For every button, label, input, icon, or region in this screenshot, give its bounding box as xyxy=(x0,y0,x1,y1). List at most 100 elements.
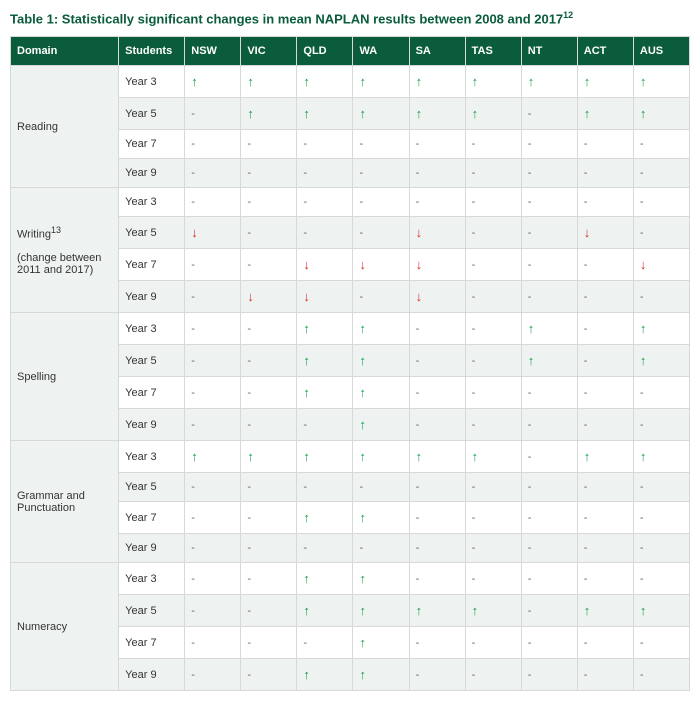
value-cell: - xyxy=(577,563,633,595)
dash-icon: - xyxy=(640,669,644,681)
dash-icon: - xyxy=(416,573,420,585)
dash-icon: - xyxy=(416,669,420,681)
value-cell: - xyxy=(185,281,241,313)
student-cell: Year 5 xyxy=(119,98,185,130)
arrow-up-icon: ↑ xyxy=(584,74,591,89)
dash-icon: - xyxy=(472,167,476,179)
arrow-up-icon: ↑ xyxy=(472,449,479,464)
value-cell: ↑ xyxy=(633,595,689,627)
arrow-down-icon: ↓ xyxy=(584,225,591,240)
arrow-up-icon: ↑ xyxy=(359,385,366,400)
dash-icon: - xyxy=(416,196,420,208)
value-cell: - xyxy=(577,313,633,345)
dash-icon: - xyxy=(584,196,588,208)
dash-icon: - xyxy=(584,542,588,554)
student-cell: Year 3 xyxy=(119,188,185,217)
domain-cell: Spelling xyxy=(11,313,119,441)
value-cell: - xyxy=(409,627,465,659)
value-cell: - xyxy=(465,534,521,563)
dash-icon: - xyxy=(472,196,476,208)
value-cell: ↑ xyxy=(297,377,353,409)
dash-icon: - xyxy=(247,573,251,585)
dash-icon: - xyxy=(247,669,251,681)
value-cell: ↑ xyxy=(577,441,633,473)
arrow-up-icon: ↑ xyxy=(359,417,366,432)
arrow-up-icon: ↑ xyxy=(303,449,310,464)
dash-icon: - xyxy=(247,323,251,335)
value-cell: - xyxy=(521,188,577,217)
dash-icon: - xyxy=(640,573,644,585)
dash-icon: - xyxy=(247,138,251,150)
dash-icon: - xyxy=(528,291,532,303)
arrow-up-icon: ↑ xyxy=(472,106,479,121)
value-cell: - xyxy=(241,563,297,595)
value-cell: - xyxy=(297,534,353,563)
dash-icon: - xyxy=(247,167,251,179)
dash-icon: - xyxy=(416,637,420,649)
arrow-down-icon: ↓ xyxy=(359,257,366,272)
value-cell: - xyxy=(409,377,465,409)
value-cell: ↑ xyxy=(353,377,409,409)
value-cell: - xyxy=(185,188,241,217)
dash-icon: - xyxy=(584,355,588,367)
dash-icon: - xyxy=(416,419,420,431)
student-cell: Year 7 xyxy=(119,249,185,281)
value-cell: ↑ xyxy=(633,313,689,345)
dash-icon: - xyxy=(191,259,195,271)
arrow-up-icon: ↑ xyxy=(359,571,366,586)
value-cell: - xyxy=(185,313,241,345)
title-text: Table 1: Statistically significant chang… xyxy=(10,11,563,26)
dash-icon: - xyxy=(191,355,195,367)
table-title: Table 1: Statistically significant chang… xyxy=(10,10,690,26)
dash-icon: - xyxy=(528,542,532,554)
dash-icon: - xyxy=(528,138,532,150)
value-cell: - xyxy=(633,159,689,188)
value-cell: - xyxy=(409,534,465,563)
student-cell: Year 3 xyxy=(119,441,185,473)
value-cell: - xyxy=(521,130,577,159)
col-vic: VIC xyxy=(241,37,297,66)
domain-cell: Grammar and Punctuation xyxy=(11,441,119,563)
dash-icon: - xyxy=(472,637,476,649)
dash-icon: - xyxy=(416,542,420,554)
dash-icon: - xyxy=(359,291,363,303)
value-cell: - xyxy=(465,377,521,409)
dash-icon: - xyxy=(416,138,420,150)
title-sup: 12 xyxy=(563,10,573,20)
value-cell: - xyxy=(465,159,521,188)
value-cell: - xyxy=(577,345,633,377)
arrow-up-icon: ↑ xyxy=(640,603,647,618)
dash-icon: - xyxy=(416,387,420,399)
header-row: Domain Students NSW VIC QLD WA SA TAS NT… xyxy=(11,37,690,66)
arrow-up-icon: ↑ xyxy=(303,385,310,400)
value-cell: - xyxy=(241,217,297,249)
value-cell: - xyxy=(577,534,633,563)
arrow-up-icon: ↑ xyxy=(303,510,310,525)
value-cell: - xyxy=(633,130,689,159)
arrow-down-icon: ↓ xyxy=(416,257,423,272)
arrow-up-icon: ↑ xyxy=(640,106,647,121)
dash-icon: - xyxy=(472,481,476,493)
value-cell: - xyxy=(185,627,241,659)
value-cell: ↑ xyxy=(465,441,521,473)
value-cell: - xyxy=(241,627,297,659)
student-cell: Year 9 xyxy=(119,409,185,441)
value-cell: - xyxy=(521,659,577,691)
value-cell: - xyxy=(633,563,689,595)
dash-icon: - xyxy=(528,419,532,431)
arrow-up-icon: ↑ xyxy=(472,74,479,89)
arrow-down-icon: ↓ xyxy=(416,289,423,304)
dash-icon: - xyxy=(472,419,476,431)
table-row: NumeracyYear 3--↑↑----- xyxy=(11,563,690,595)
dash-icon: - xyxy=(472,512,476,524)
col-act: ACT xyxy=(577,37,633,66)
value-cell: - xyxy=(297,188,353,217)
value-cell: - xyxy=(465,188,521,217)
arrow-up-icon: ↑ xyxy=(359,74,366,89)
dash-icon: - xyxy=(191,573,195,585)
value-cell: ↑ xyxy=(465,98,521,130)
arrow-up-icon: ↑ xyxy=(416,603,423,618)
value-cell: - xyxy=(241,473,297,502)
student-cell: Year 7 xyxy=(119,627,185,659)
arrow-up-icon: ↑ xyxy=(640,449,647,464)
